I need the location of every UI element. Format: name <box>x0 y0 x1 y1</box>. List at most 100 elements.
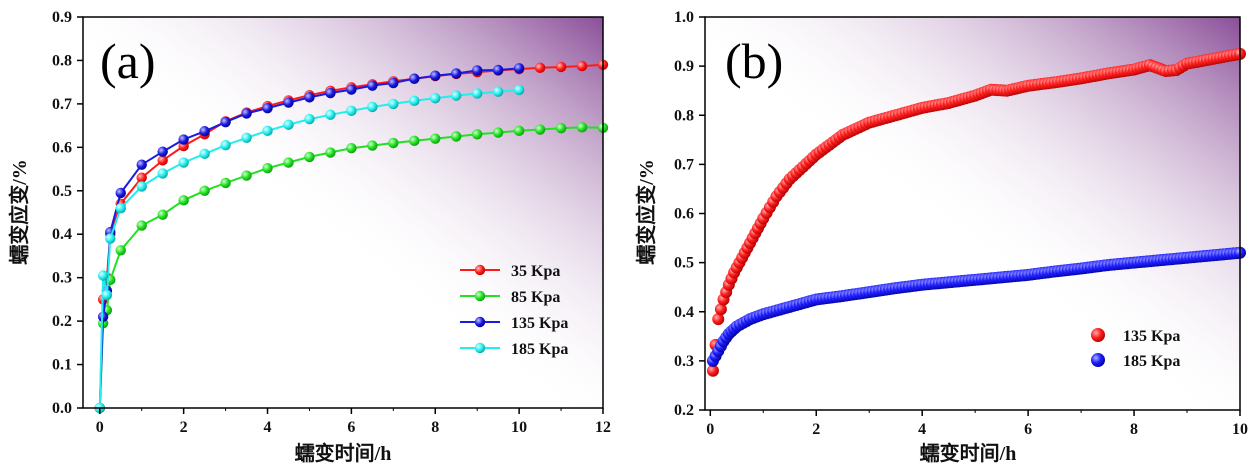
data-point <box>388 98 399 110</box>
panel-b-xlabel: 蠕变时间/h <box>920 441 1017 465</box>
data-point <box>492 64 504 76</box>
data-point <box>346 143 357 154</box>
data-point <box>451 68 462 79</box>
data-point <box>115 245 126 256</box>
data-point <box>430 70 441 81</box>
data-point <box>471 65 483 76</box>
y-tick-label: 0.8 <box>52 52 72 69</box>
data-point <box>492 86 504 97</box>
data-point <box>136 172 147 183</box>
data-point <box>451 90 462 101</box>
legend-label: 85 Kpa <box>511 289 560 306</box>
data-point <box>325 109 336 120</box>
data-point <box>241 108 252 119</box>
series-185-kpa <box>706 246 1246 367</box>
y-tick-label: 0.0 <box>52 400 72 417</box>
data-point <box>262 125 273 137</box>
series-85-kpa <box>94 122 609 414</box>
data-point <box>199 148 210 160</box>
panel-a: 0 2 4 6 8 10 120.00.10.20.30.40.50.60.70.80.9 … <box>7 9 611 465</box>
data-point <box>157 209 168 220</box>
data-point <box>346 84 357 95</box>
y-tick-label: 0.9 <box>52 9 72 26</box>
series-135-kpa <box>94 63 525 414</box>
x-tick-label: 8 <box>1130 421 1138 438</box>
legend-label: 135 Kpa <box>1123 328 1180 345</box>
data-point <box>304 151 315 163</box>
panel-a-ylabel: 蠕变应变/% <box>7 159 31 265</box>
data-point <box>136 181 147 192</box>
data-point <box>262 162 273 174</box>
data-point <box>97 270 109 281</box>
data-point <box>513 125 525 137</box>
data-point <box>115 202 126 214</box>
legend-marker <box>1091 328 1105 342</box>
data-point <box>115 187 126 199</box>
data-point <box>241 170 252 181</box>
data-point <box>283 119 294 130</box>
data-point <box>555 61 567 73</box>
panel-b-ylabel: 蠕变应变/% <box>634 159 658 265</box>
x-tick-label: 8 <box>431 419 439 436</box>
data-point <box>576 60 588 72</box>
panel-b-legend: 135 Kpa 185 Kpa <box>1091 328 1180 370</box>
data-point <box>325 87 336 99</box>
legend-marker <box>1091 353 1105 367</box>
data-point <box>199 185 210 196</box>
data-point <box>409 135 420 147</box>
x-tick-label: 4 <box>918 421 926 438</box>
y-tick-label: 0.6 <box>52 139 72 156</box>
data-point <box>714 303 727 316</box>
x-tick-label: 10 <box>511 419 527 436</box>
data-point <box>325 147 336 158</box>
data-point <box>555 123 567 134</box>
data-point <box>199 126 210 137</box>
x-tick-label: 6 <box>1024 421 1032 438</box>
data-point <box>513 84 525 96</box>
legend-marker <box>474 316 486 328</box>
data-point <box>283 157 294 168</box>
data-point <box>576 122 588 133</box>
data-point <box>706 364 719 377</box>
y-tick-label: 0.3 <box>674 353 694 370</box>
legend-marker <box>474 264 486 276</box>
data-point <box>471 88 483 99</box>
data-point <box>178 134 189 145</box>
x-tick-label: 2 <box>812 421 820 438</box>
panel-a-legend: 35 Kpa 85 Kpa 135 Kpa 185 Kpa <box>460 263 568 358</box>
data-point <box>492 127 504 138</box>
data-point <box>513 63 525 74</box>
data-point <box>220 139 231 151</box>
data-point <box>346 105 357 117</box>
x-tick-label: 2 <box>180 419 188 436</box>
series-185-kpa <box>94 84 525 414</box>
legend-label: 135 Kpa <box>511 315 568 332</box>
y-tick-label: 0.4 <box>674 304 694 321</box>
y-tick-label: 0.5 <box>52 183 72 200</box>
data-point <box>388 137 399 149</box>
panel-a-plot-area <box>83 17 603 408</box>
legend-label: 35 Kpa <box>511 263 560 280</box>
x-tick-label: 10 <box>1232 421 1248 438</box>
legend-marker <box>474 290 486 302</box>
data-point <box>367 140 378 151</box>
data-point <box>367 80 378 91</box>
data-point <box>712 313 725 326</box>
data-point <box>388 77 399 89</box>
x-tick-label: 4 <box>264 419 272 436</box>
panel-a-label: (a) <box>100 33 156 89</box>
data-point <box>283 97 294 108</box>
legend-marker <box>474 342 486 354</box>
data-point <box>451 131 462 142</box>
y-tick-label: 0.7 <box>52 96 72 113</box>
series-line <box>98 126 604 409</box>
data-point <box>430 93 441 104</box>
x-tick-label: 12 <box>595 419 611 436</box>
data-point <box>534 62 546 74</box>
data-point <box>471 129 483 140</box>
y-tick-label: 0.7 <box>674 156 694 173</box>
series-135-kpa <box>706 47 1246 377</box>
data-point <box>136 220 147 231</box>
y-tick-label: 1.0 <box>674 9 694 26</box>
